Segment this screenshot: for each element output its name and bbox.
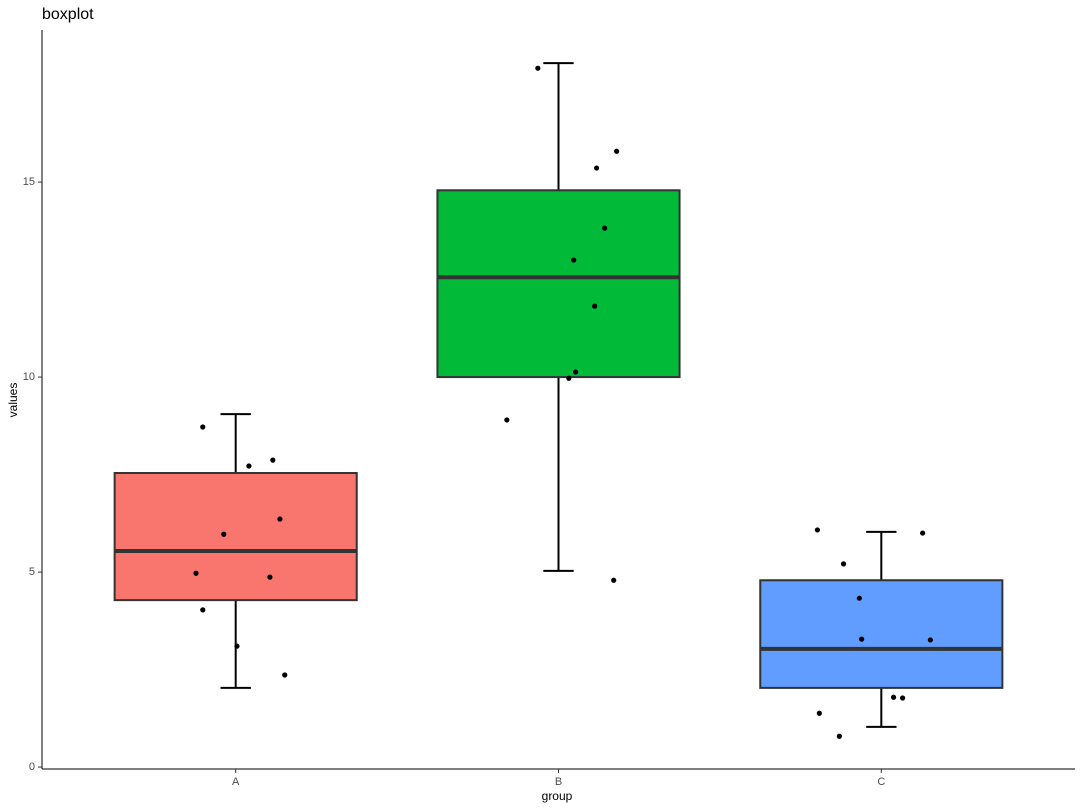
point [234, 643, 240, 649]
box [759, 579, 1004, 689]
x-tick-label: C [877, 776, 885, 788]
point [200, 607, 206, 613]
point [571, 257, 577, 263]
point [614, 148, 620, 154]
y-tick-label: 15 [23, 176, 35, 188]
point [836, 733, 842, 739]
point [856, 595, 862, 601]
point [193, 570, 199, 576]
point [927, 637, 933, 643]
point [504, 417, 510, 423]
chart-title: boxplot [42, 6, 94, 23]
point [593, 165, 600, 171]
point [900, 695, 906, 701]
point [920, 530, 926, 536]
point [277, 516, 283, 522]
point [267, 574, 273, 580]
point [859, 636, 865, 642]
point [814, 527, 820, 533]
point [270, 457, 276, 463]
y-axis-label: values [6, 383, 20, 418]
y-tick-label: 5 [29, 566, 35, 578]
point [282, 672, 288, 678]
point [221, 531, 227, 537]
point [592, 303, 598, 309]
point [602, 225, 608, 231]
point [200, 424, 206, 430]
point [840, 561, 847, 567]
y-tick-label: 10 [23, 371, 35, 383]
box [436, 189, 681, 379]
x-tick-label: A [232, 776, 240, 788]
point [573, 369, 579, 375]
point [246, 463, 252, 469]
point [566, 375, 572, 381]
point [535, 65, 541, 71]
box [113, 472, 358, 602]
point [611, 577, 617, 583]
x-tick-label: B [555, 776, 562, 788]
point [816, 710, 822, 716]
point [890, 694, 897, 700]
x-axis-label: group [542, 789, 573, 803]
y-tick-label: 0 [29, 761, 35, 773]
